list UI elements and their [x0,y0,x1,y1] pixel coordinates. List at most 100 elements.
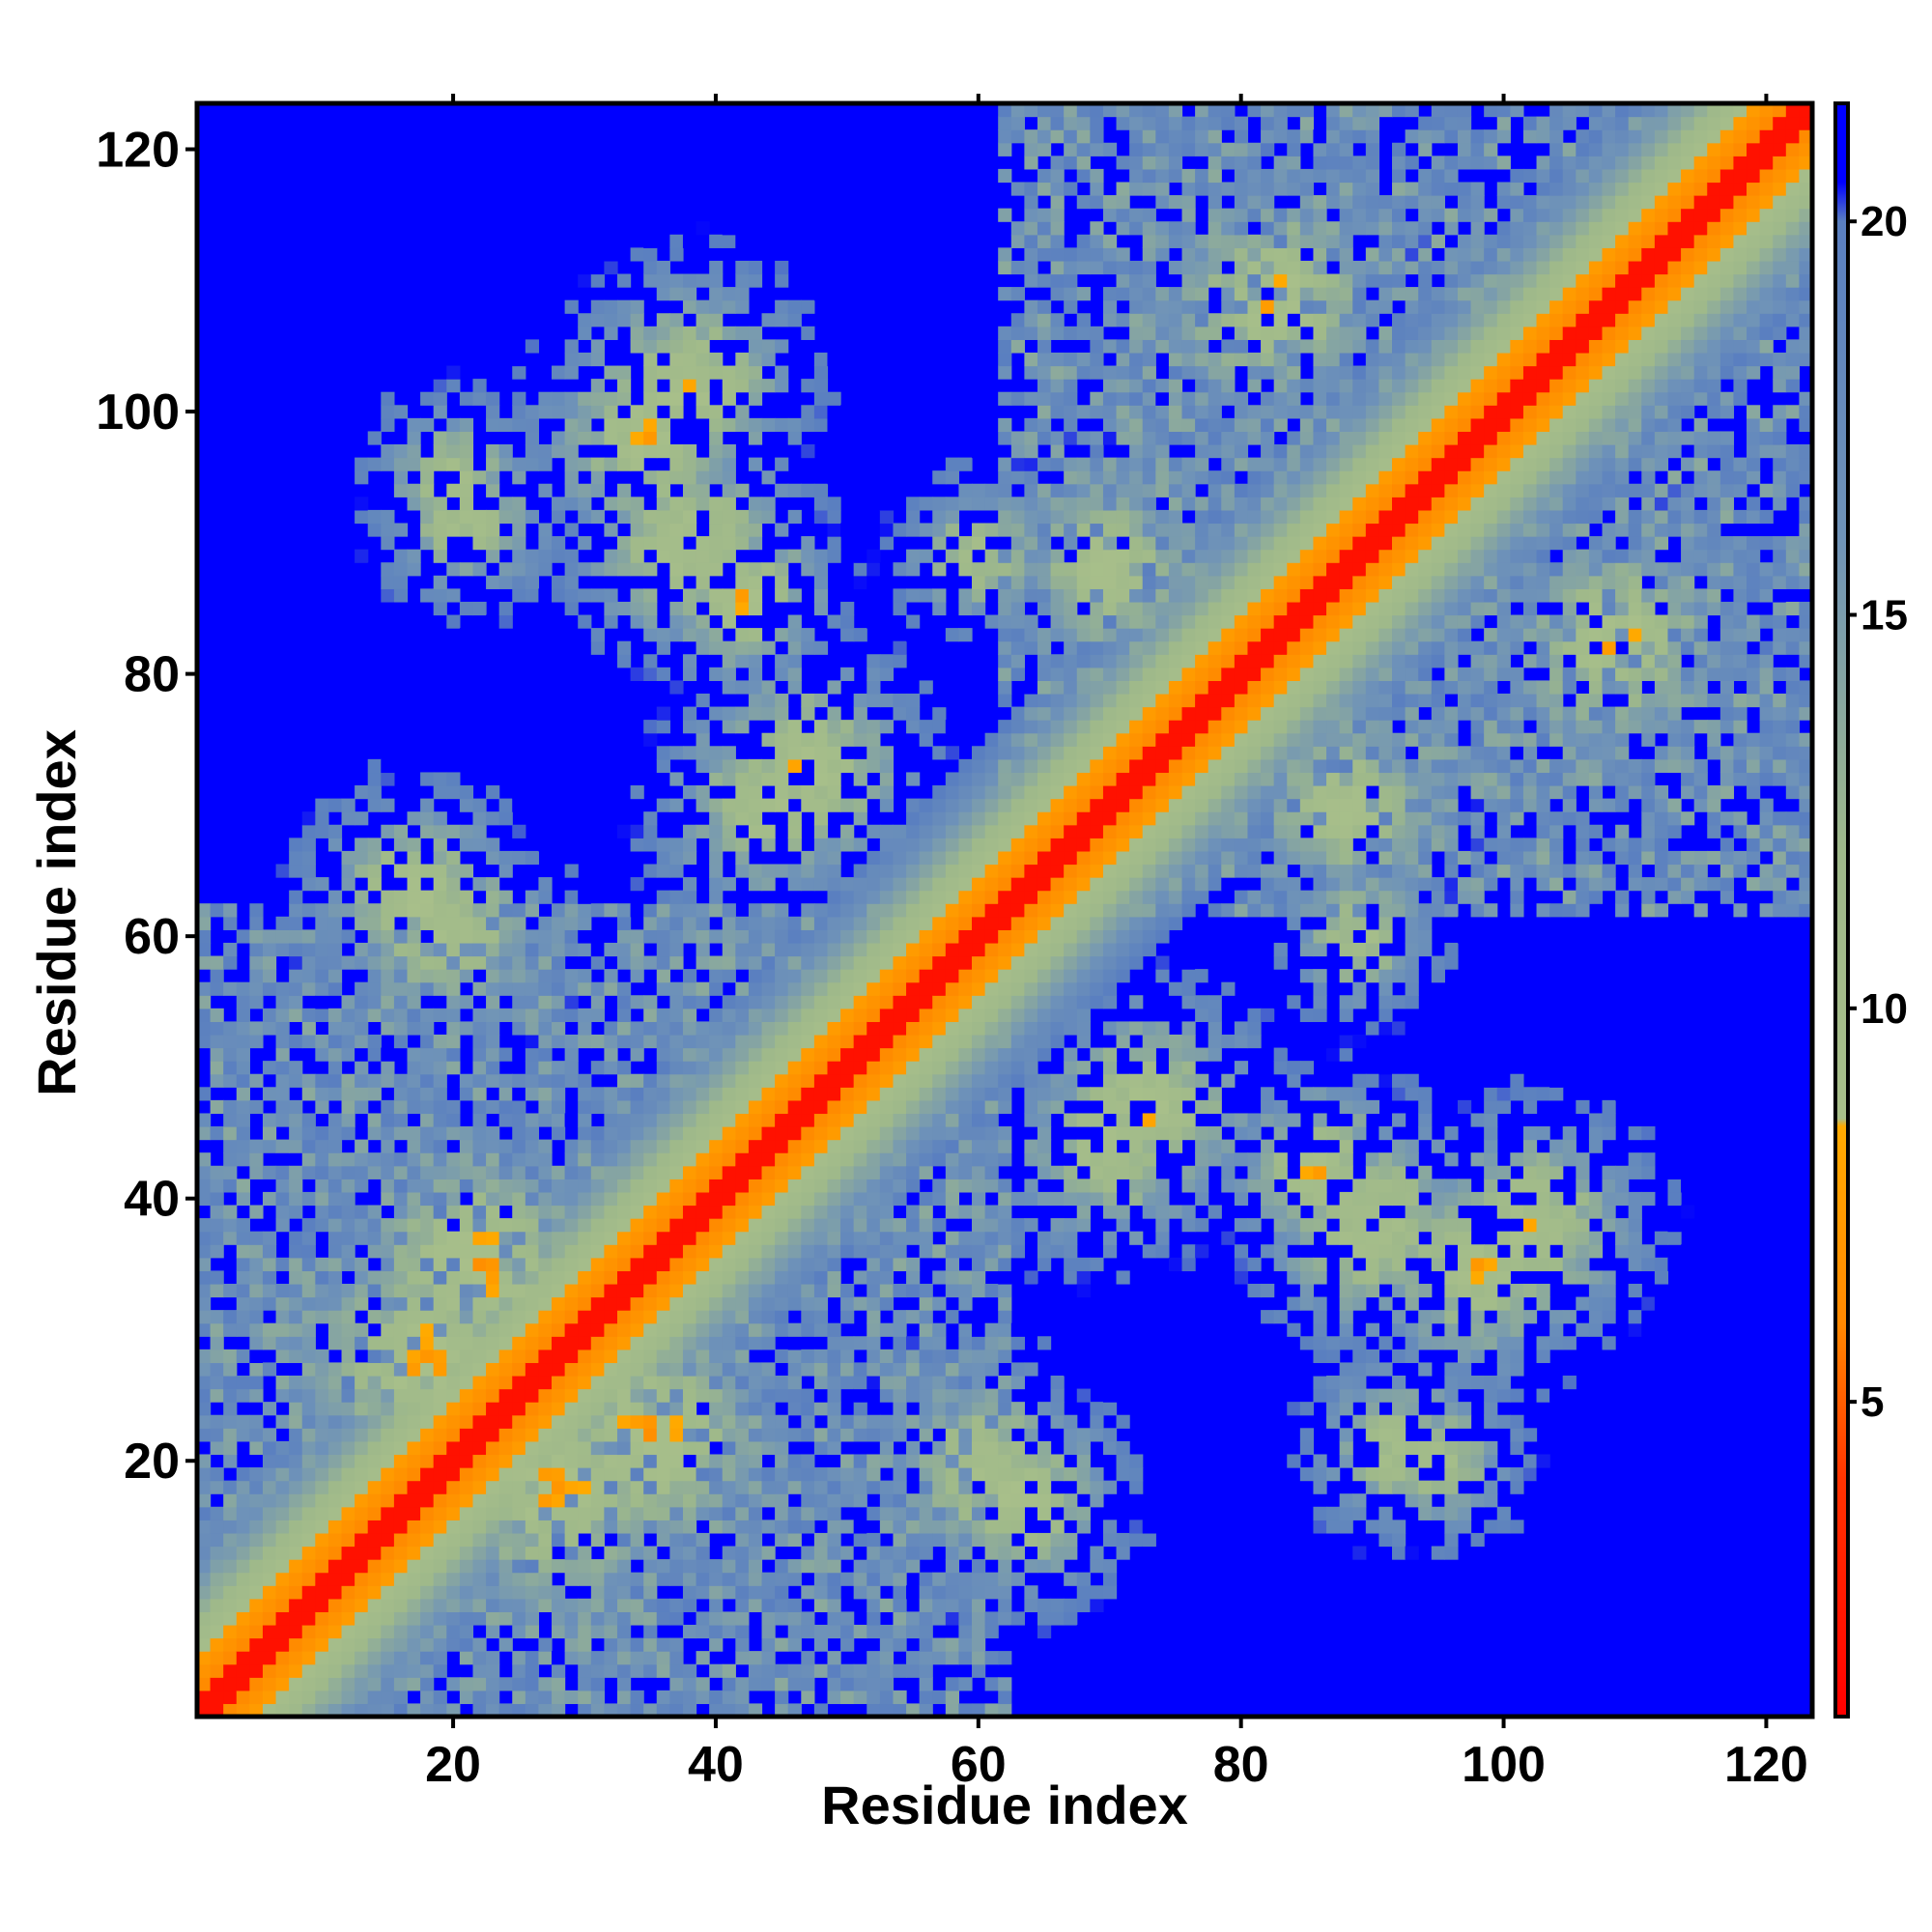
heatmap-cell [722,379,736,393]
heatmap-cell [315,1467,329,1482]
heatmap-cell [919,549,933,563]
heatmap-cell [249,1480,264,1494]
heatmap-cell [498,1520,513,1534]
heatmap-cell [761,1231,776,1245]
heatmap-cell [879,1559,895,1574]
heatmap-cell [407,1310,421,1324]
heatmap-cell [945,1073,960,1088]
heatmap-cell [1064,942,1078,957]
heatmap-cell [486,850,500,866]
heatmap-cell [853,955,867,970]
heatmap-cell [958,1021,973,1036]
heatmap-cell [486,509,500,525]
heatmap-cell [630,1283,644,1298]
heatmap-cell [919,864,933,878]
heatmap-cell [472,929,487,944]
heatmap-cell [420,1336,435,1350]
heatmap-cell [616,1585,632,1600]
heatmap-cell [564,1283,579,1298]
heatmap-cell [919,877,933,892]
heatmap-cell [735,654,750,668]
heatmap-cell [367,1677,382,1691]
heatmap-cell [355,1362,369,1377]
heatmap-cell [420,1087,435,1101]
heatmap-cell [669,1191,684,1207]
heatmap-cell [1010,509,1025,525]
heatmap-cell [616,1310,632,1324]
heatmap-cell [840,1008,855,1023]
heatmap-cell [420,1126,435,1141]
heatmap-cell [393,1322,409,1337]
heatmap-cell [984,1572,999,1586]
heatmap-cell [932,1099,947,1115]
heatmap-cell [538,1402,553,1416]
heatmap-cell [512,1624,526,1639]
heatmap-cell [722,1388,736,1403]
heatmap-cell [564,1572,579,1586]
heatmap-cell [748,1257,763,1271]
heatmap-cell [669,575,684,589]
heatmap-cell [223,1034,238,1049]
heatmap-cell [512,1191,526,1207]
heatmap-cell [433,903,447,918]
heatmap-cell [420,1388,435,1403]
heatmap-cell [341,995,355,1009]
heatmap-cell [433,1375,447,1390]
heatmap-cell [578,1506,592,1520]
heatmap-cell [249,1375,264,1390]
heatmap-cell [906,1349,921,1364]
heatmap-cell [407,955,421,970]
heatmap-cell [420,497,435,511]
heatmap-cell [407,1231,421,1245]
heatmap-cell [590,1179,605,1193]
heatmap-cell [578,1651,592,1665]
heatmap-cell [525,1061,540,1075]
heatmap-cell [1064,890,1078,904]
heatmap-cell [761,1480,776,1494]
heatmap-cell [722,1152,736,1167]
heatmap-cell [197,1283,212,1298]
heatmap-cell [669,1322,684,1337]
heatmap-cell [262,942,277,957]
heatmap-cell [459,497,474,511]
heatmap-cell [906,549,921,563]
heatmap-cell [564,1179,579,1193]
heatmap-cell [906,1139,921,1153]
heatmap-cell [735,326,750,340]
heatmap-cell [748,1585,763,1600]
heatmap-cell [393,1113,409,1127]
heatmap-cell [853,929,867,944]
heatmap-cell [787,667,802,681]
heatmap-cell [552,995,566,1009]
heatmap-cell [630,444,644,459]
heatmap-cell [748,1454,763,1468]
heatmap-cell [301,1663,316,1678]
heatmap-cell [381,523,395,537]
heatmap-cell [682,1585,697,1600]
heatmap-cell [590,1218,605,1233]
heatmap-cell [327,1375,343,1390]
heatmap-cell [538,1073,553,1088]
heatmap-cell [958,1611,973,1626]
heatmap-cell [787,1322,802,1337]
heatmap-cell [512,1087,526,1101]
heatmap-cell [972,1388,986,1403]
heatmap-cell [787,1375,802,1390]
heatmap-cell [643,417,658,433]
heatmap-cell [853,969,867,983]
heatmap-cell [315,1218,329,1233]
heatmap-cell [381,1546,395,1560]
heatmap-cell [538,1034,553,1049]
heatmap-cell [275,1703,290,1718]
heatmap-cell [486,942,500,957]
heatmap-cell [498,1152,513,1167]
heatmap-cell [420,1467,435,1482]
heatmap-cell [643,1559,658,1574]
heatmap-cell [604,1179,618,1193]
heatmap-cell [249,903,264,918]
heatmap-cell [210,1440,224,1456]
heatmap-cell [367,457,382,471]
heatmap-cell [709,417,724,433]
heatmap-cell [472,601,487,616]
heatmap-cell [564,1362,579,1377]
